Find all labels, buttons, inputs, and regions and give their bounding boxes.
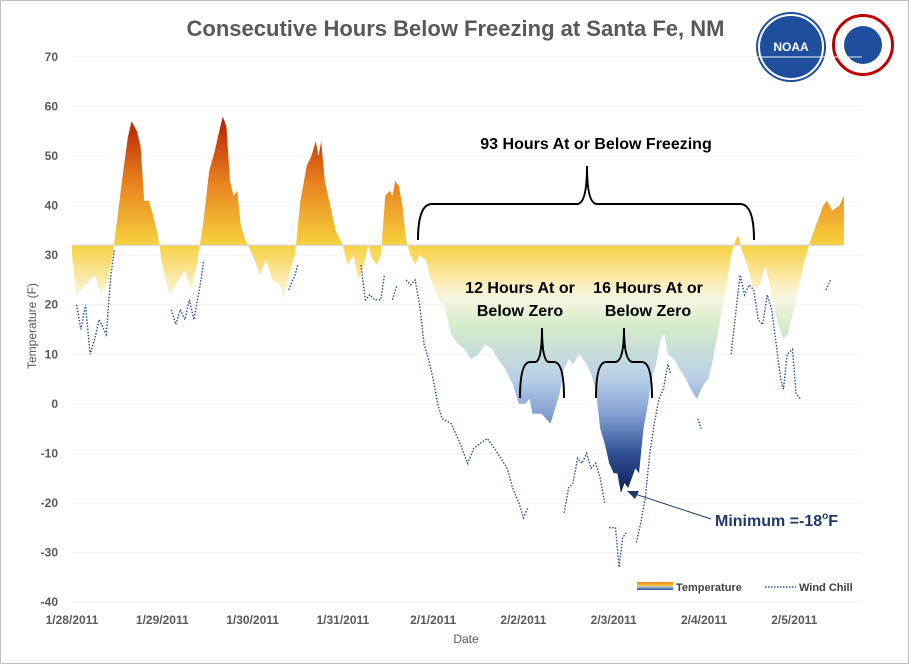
y-tick-label: 30: [45, 248, 59, 262]
wind-chill-segment-10: [730, 274, 802, 400]
y-axis-label: Temperature (F): [25, 283, 39, 369]
annotation-12-hours-line2: Below Zero: [477, 303, 563, 320]
bracket-12-hours: [519, 327, 565, 399]
wind-chill-segment-1: [170, 259, 205, 327]
x-axis-label: Date: [453, 632, 479, 646]
temperature-area: [72, 116, 844, 493]
y-tick-label: -10: [41, 446, 59, 460]
y-tick-label: 20: [45, 298, 59, 312]
x-tick-label: 1/29/2011: [136, 613, 189, 627]
minimum-arrow-head: [627, 491, 639, 499]
annotation-93-hours: 93 Hours At or Below Freezing: [480, 136, 711, 153]
y-tick-label: 0: [51, 397, 58, 411]
y-tick-label: 10: [45, 347, 59, 361]
y-tick-label: -20: [41, 496, 59, 510]
legend-label-wind-chill: Wind Chill: [799, 582, 853, 594]
y-tick-label: 40: [45, 199, 59, 213]
annotation-minimum: Minimum =-18oF: [715, 511, 838, 530]
x-tick-label: 1/28/2011: [46, 613, 99, 627]
wind-chill-segment-7: [609, 527, 627, 568]
y-tick-label: 60: [45, 100, 59, 114]
wind-chill-segment-8: [635, 364, 672, 543]
wind-chill-segment-3: [360, 265, 386, 302]
wind-chill-series: [75, 250, 832, 568]
chart-title: Consecutive Hours Below Freezing at Sant…: [186, 16, 725, 41]
wind-chill-segment-6: [563, 451, 606, 513]
y-axis-ticks: 70 60 50 40 30 20 10 0 -10 -20 -30 -40: [41, 50, 59, 609]
y-tick-label: 50: [45, 149, 59, 163]
wind-chill-segment-9: [697, 418, 702, 429]
legend-label-temperature: Temperature: [676, 582, 742, 594]
y-tick-label: -40: [41, 595, 59, 609]
x-axis-ticks: 1/28/2011 1/29/2011 1/30/2011 1/31/2011 2/1/…: [46, 613, 818, 627]
x-tick-label: 1/30/2011: [226, 613, 279, 627]
legend: Temperature Wind Chill: [637, 582, 853, 594]
x-tick-label: 2/4/2011: [681, 613, 727, 627]
x-tick-label: 2/2/2011: [500, 613, 546, 627]
noaa-logo: NOAA: [758, 14, 824, 80]
y-tick-label: -30: [41, 545, 59, 559]
x-tick-label: 2/1/2011: [410, 613, 456, 627]
bracket-93-hours: [417, 165, 755, 241]
bracket-16-hours: [595, 327, 653, 399]
x-tick-label: 2/3/2011: [591, 613, 637, 627]
wind-chill-segment-0: [75, 250, 116, 355]
temperature-series: [72, 116, 844, 493]
y-tick-label: 70: [45, 50, 59, 64]
annotation-12-hours-line1: 12 Hours At or: [465, 280, 575, 297]
nws-logo: [832, 14, 894, 76]
wind-chill-segment-2: [288, 264, 299, 291]
minimum-unit: F: [828, 513, 838, 530]
wind-chill-segment-11: [825, 279, 832, 291]
wind-chill-segment-4: [391, 284, 398, 301]
minimum-arrow: [631, 492, 712, 520]
minimum-label: Minimum =-18: [715, 513, 822, 530]
legend-swatch-temperature: [637, 582, 673, 590]
x-tick-label: 1/31/2011: [316, 613, 369, 627]
minimum-degree: o: [822, 511, 828, 522]
annotation-16-hours-line1: 16 Hours At or: [593, 280, 703, 297]
annotation-16-hours-line2: Below Zero: [605, 303, 691, 320]
x-tick-label: 2/5/2011: [771, 613, 817, 627]
